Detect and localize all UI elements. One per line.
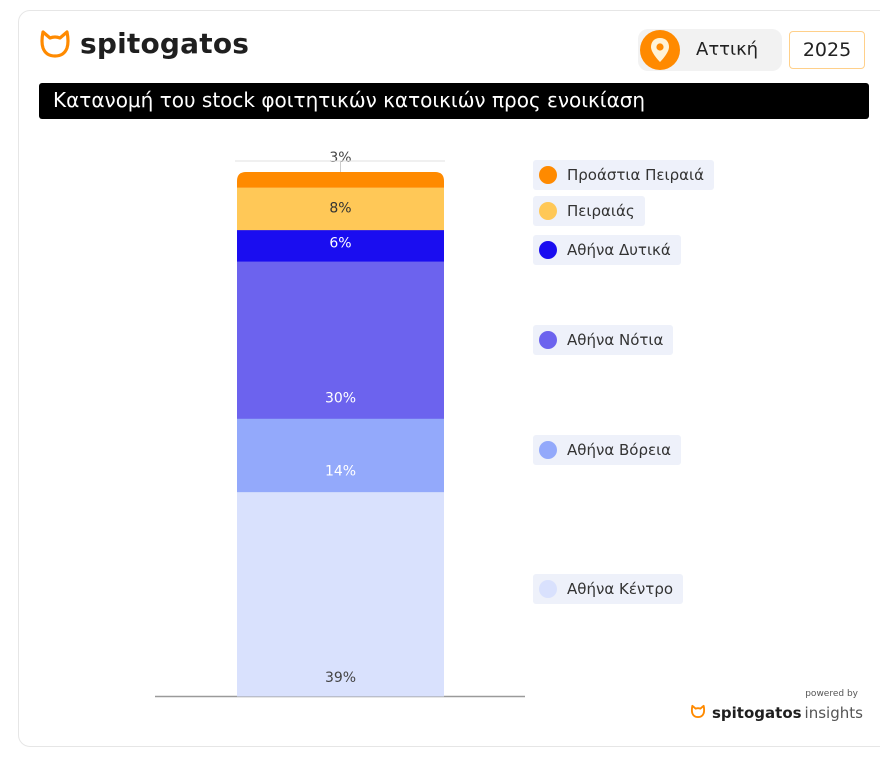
legend-swatch: [539, 441, 557, 459]
legend-item-1[interactable]: Αθήνα Κέντρο: [533, 574, 684, 604]
legend-swatch: [539, 331, 557, 349]
legend-swatch: [539, 166, 557, 184]
region-selector[interactable]: Αττική: [638, 29, 782, 71]
cat-head-icon: [38, 26, 72, 60]
data-label-3: 30%: [325, 390, 356, 406]
legend-label: Αθήνα Κέντρο: [567, 580, 674, 598]
brand-logo[interactable]: spitogatos: [38, 26, 249, 60]
legend-item-3[interactable]: Αθήνα Νότια: [533, 325, 674, 355]
data-label-4: 6%: [329, 236, 351, 252]
legend-label: Πειραιάς: [567, 202, 635, 220]
data-label-1: 39%: [325, 670, 356, 686]
data-label-5: 8%: [329, 201, 351, 217]
brand-name: spitogatos: [80, 26, 250, 60]
chart-title-bar: Κατανομή του stock φοιτητικών κατοικιών …: [39, 83, 869, 119]
legend-item-4[interactable]: Αθήνα Δυτικά: [533, 235, 681, 265]
insights-brand-light: insights: [804, 704, 863, 722]
data-label-6: 3%: [329, 150, 351, 166]
legend-label: Αθήνα Νότια: [567, 331, 664, 349]
powered-by-label: powered by: [805, 689, 858, 699]
legend-label: Αθήνα Βόρεια: [567, 441, 672, 459]
bar-segment-1[interactable]: [237, 491, 444, 697]
legend-item-5[interactable]: Πειραιάς: [533, 196, 645, 226]
insights-logo: spitogatos insights: [690, 703, 863, 723]
bar-segment-5[interactable]: [237, 187, 444, 231]
legend-label: Προάστια Πειραιά: [567, 166, 704, 184]
cat-head-icon: [690, 703, 706, 723]
legend-swatch: [539, 241, 557, 259]
insights-brand-bold: spitogatos: [712, 704, 802, 722]
bar-segment-4[interactable]: [237, 229, 444, 262]
chart-card: [18, 10, 880, 747]
bar-segment-3[interactable]: [237, 261, 444, 419]
legend-swatch: [539, 202, 557, 220]
year-selector[interactable]: 2025: [789, 31, 865, 69]
location-pin-icon: [640, 30, 680, 70]
region-label: Αττική: [696, 39, 759, 60]
chart-title: Κατανομή του stock φοιτητικών κατοικιών …: [53, 88, 646, 112]
bar-segment-6[interactable]: [237, 172, 444, 188]
legend-item-2[interactable]: Αθήνα Βόρεια: [533, 435, 682, 465]
legend-item-6[interactable]: Προάστια Πειραιά: [533, 160, 714, 190]
legend-swatch: [539, 580, 557, 598]
bar-segment-2[interactable]: [237, 418, 444, 493]
data-label-2: 14%: [325, 464, 356, 480]
legend-label: Αθήνα Δυτικά: [567, 241, 671, 259]
